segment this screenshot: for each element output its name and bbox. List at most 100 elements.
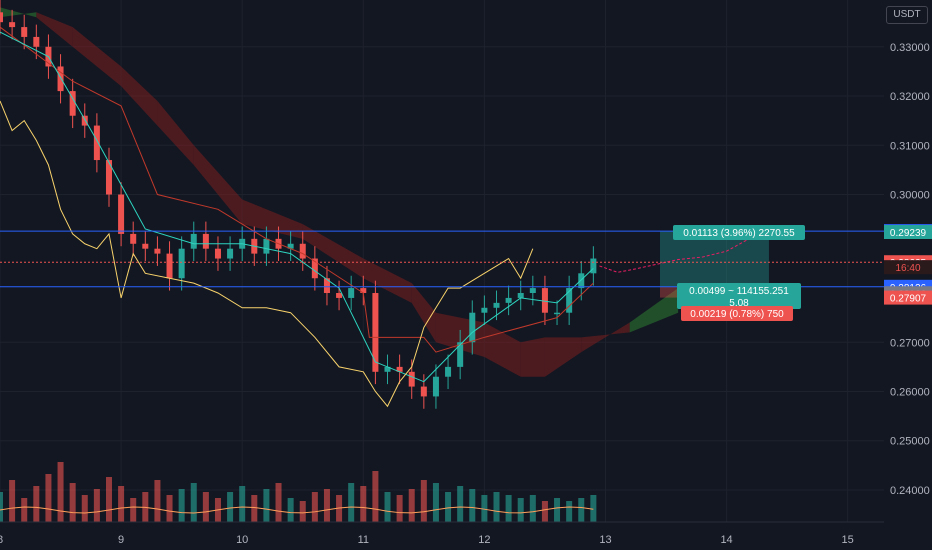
cloud-segment: [544, 337, 582, 377]
price-badge: [884, 290, 932, 305]
volume-bar: [202, 492, 209, 522]
volume-bar: [69, 483, 76, 522]
price-tick-label: 0.33000: [890, 42, 930, 54]
cloud-segment: [520, 337, 545, 377]
volume-bar: [154, 480, 161, 522]
candle-body: [360, 288, 367, 294]
volume-bar: [287, 498, 294, 522]
volume-bar: [420, 480, 427, 522]
chart-grid: [0, 0, 884, 522]
volume-bar: [408, 489, 415, 522]
time-tick-label: 8: [0, 534, 3, 546]
price-tick-label: 0.26000: [890, 387, 930, 399]
entry-label-box: [677, 283, 801, 309]
volume-bar: [469, 489, 476, 522]
candle-body: [93, 125, 100, 161]
candle-body: [505, 297, 512, 303]
cloud-segment: [157, 100, 194, 165]
profit-zone: [659, 231, 769, 287]
price-badge: [884, 260, 932, 275]
candle-body: [81, 115, 88, 126]
volume-bar: [396, 495, 403, 522]
kijun-line: [0, 26, 594, 353]
candle-body: [457, 342, 464, 367]
price-tick-label: 0.25000: [890, 436, 930, 448]
volume-bar: [9, 480, 16, 522]
price-tick-label: 0.32000: [890, 91, 930, 103]
volume-bar: [505, 495, 512, 522]
tenkan-line: [0, 31, 594, 383]
price-badge-text: 0.27907: [890, 294, 927, 305]
volume-bar: [432, 483, 439, 522]
candle-body: [21, 27, 28, 37]
price-badge-text: 16:40: [895, 263, 920, 274]
volume-bar: [178, 489, 185, 522]
candle-body: [578, 273, 585, 289]
candle-body: [227, 248, 234, 259]
candle-body: [33, 36, 40, 47]
candle-body: [154, 248, 161, 254]
cloud-segment: [121, 66, 158, 126]
cloud-segment: [193, 145, 243, 225]
candle-body: [130, 233, 137, 244]
time-tick-label: 14: [720, 534, 732, 546]
volume-bars: [0, 462, 597, 522]
cloud-segment: [363, 258, 412, 303]
candle-body: [202, 233, 209, 249]
candle-body: [178, 248, 185, 279]
volume-bar: [554, 498, 561, 522]
price-badge-text: 0.29239: [890, 228, 927, 239]
volume-bar: [566, 501, 573, 522]
price-axis[interactable]: 0.24000 0.25000 0.26000 0.27000 0.30000 0.310…: [884, 42, 932, 497]
candle-body: [396, 366, 403, 372]
volume-bar: [0, 492, 3, 522]
volume-bar: [529, 495, 536, 522]
candle-body: [566, 288, 573, 313]
candle-body: [554, 312, 561, 315]
candle-body: [214, 248, 221, 259]
time-axis[interactable]: 8 9 10 11 12 13 14 15: [0, 521, 884, 546]
time-tick-label: 12: [478, 534, 490, 546]
price-tick-label: 0.27000: [890, 337, 930, 349]
price-tick-label: 0.30000: [890, 190, 930, 202]
volume-bar: [493, 492, 500, 522]
volume-bar: [93, 489, 100, 522]
candle-body: [336, 293, 343, 298]
candle-body: [517, 293, 524, 298]
time-tick-label: 9: [118, 534, 124, 546]
volume-bar: [590, 495, 597, 522]
target-label-box: [673, 225, 805, 240]
volume-bar: [81, 495, 88, 522]
time-tick-label: 13: [599, 534, 611, 546]
volume-bar: [57, 462, 64, 522]
volume-bar: [263, 489, 270, 522]
candle-body: [432, 376, 439, 397]
stop-label-box: [681, 306, 793, 321]
time-tick-label: 15: [842, 534, 854, 546]
candle-body: [445, 366, 452, 377]
volume-bar: [457, 486, 464, 522]
volume-bar: [299, 501, 306, 522]
cloud-segment: [242, 199, 303, 239]
candle-body: [590, 258, 597, 274]
entry-label-text: 5.08: [729, 298, 749, 309]
cloud-segment: [411, 283, 436, 343]
volume-bar: [481, 495, 488, 522]
cloud-segment: [629, 288, 679, 333]
volume-bar: [45, 474, 52, 522]
volume-bar: [445, 492, 452, 522]
candlesticks: [0, 0, 597, 409]
volume-bar: [118, 486, 125, 522]
currency-badge[interactable]: USDT: [886, 6, 928, 24]
price-tick-label: 0.31000: [890, 140, 930, 152]
candle-body: [57, 66, 64, 92]
candle-body: [493, 302, 500, 308]
volume-ma-line: [0, 506, 594, 514]
cloud-segment: [581, 322, 630, 353]
candle-body: [118, 194, 125, 234]
volume-bar: [105, 477, 112, 522]
volume-bar: [323, 489, 330, 522]
cloud-segment: [0, 7, 37, 18]
volume-bar: [130, 498, 137, 522]
